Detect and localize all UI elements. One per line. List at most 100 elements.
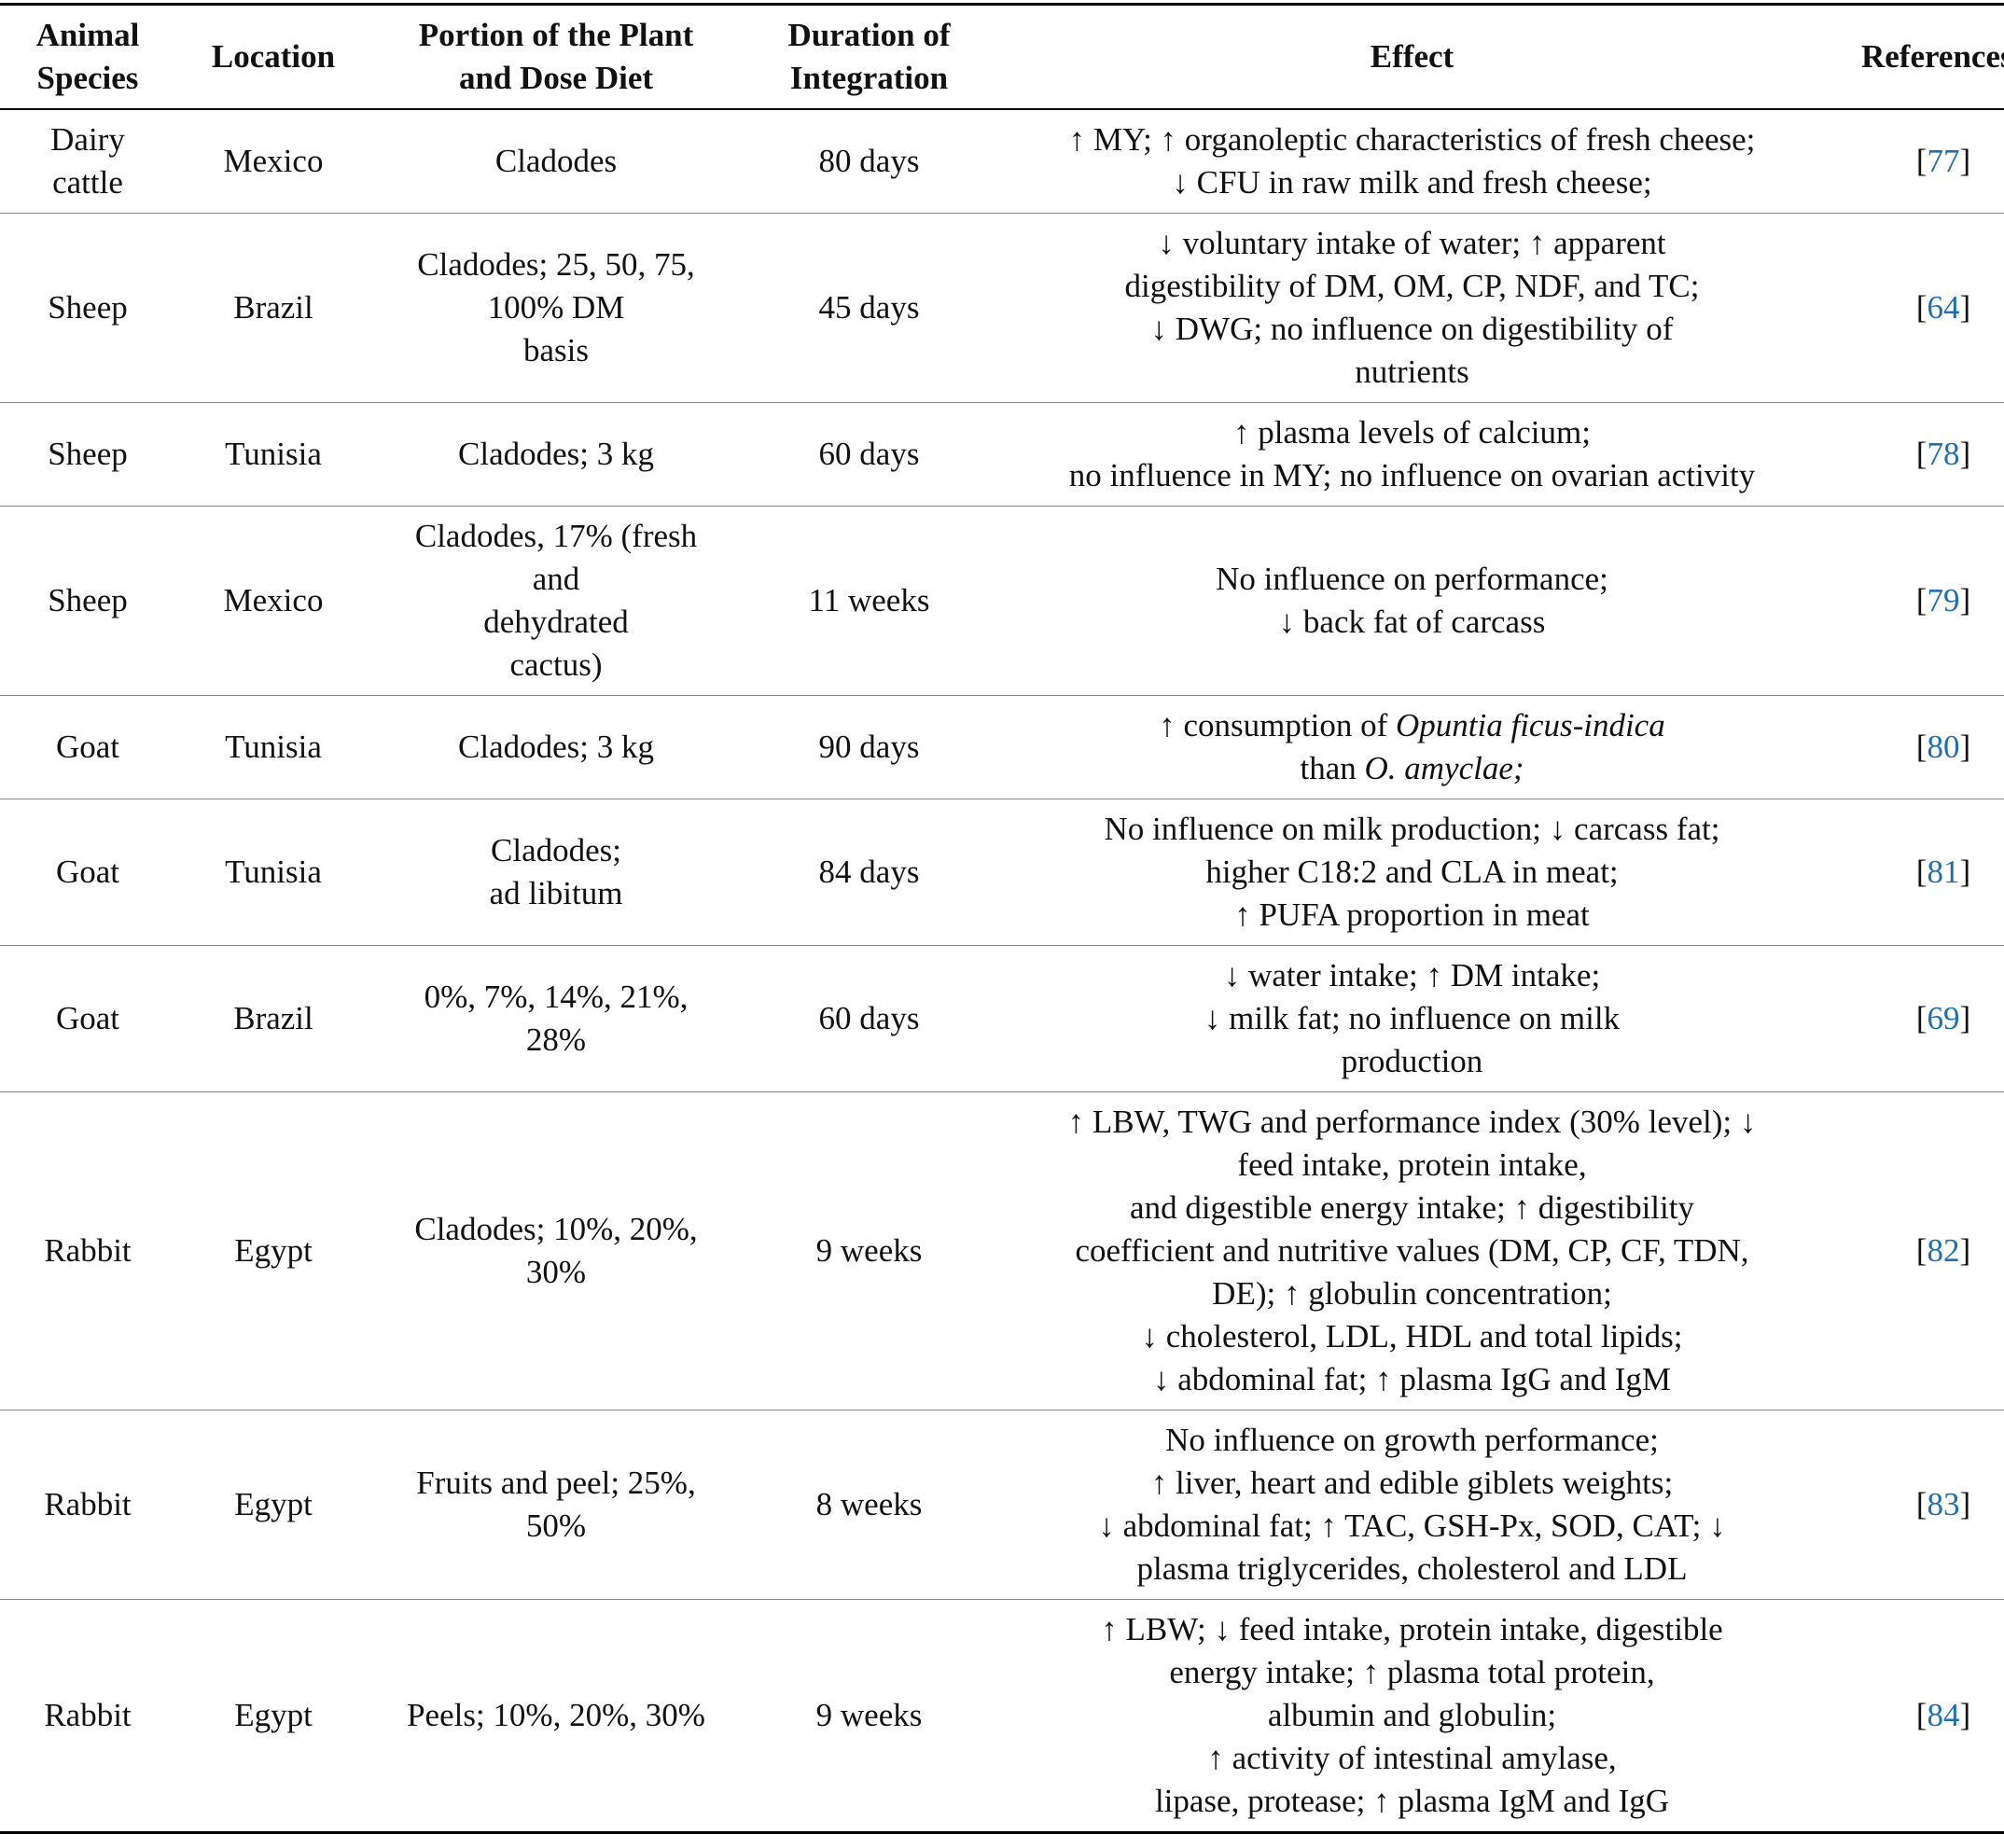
bracket: ] [1959, 143, 1971, 179]
cell-line: Duration of [787, 17, 951, 53]
cell-line: lipase, protease; ↑ plasma IgM and IgG [1154, 1783, 1670, 1819]
bracket: ] [1959, 289, 1971, 326]
location-cell: Brazil [175, 214, 371, 403]
cell-line: 90 days [818, 729, 920, 765]
cell-line: Goat [55, 1000, 120, 1036]
table-row: Rabbit Egypt Fruits and peel; 25%, 50% 8 wee… [0, 1410, 2004, 1600]
table-row: Goat Tunisia Cladodes; ad libitum 84 days No … [0, 799, 2004, 946]
portion-cell: Cladodes; 10%, 20%, 30% [371, 1092, 741, 1410]
cell-line: ↓ milk fat; no influence on milk [1204, 1000, 1621, 1036]
duration-cell: 45 days [741, 214, 997, 403]
effect-cell: ↑ consumption of Opuntia ficus-indica tha… [997, 696, 1827, 799]
cell-line: and digestible energy intake; ↑ digestib… [1130, 1189, 1694, 1226]
cell-line: feed intake, protein intake, [1237, 1146, 1587, 1183]
reference-link[interactable]: 80 [1927, 729, 1960, 765]
duration-cell: 60 days [741, 403, 997, 507]
portion-cell: Cladodes [371, 109, 741, 214]
bracket: ] [1959, 436, 1971, 472]
cell-line: no influence in MY; no influence on ovar… [1068, 457, 1756, 493]
location-cell: Egypt [175, 1092, 371, 1410]
cell-line: 45 days [818, 289, 920, 326]
cell-line: No influence on milk production; ↓ carca… [1104, 811, 1720, 847]
cell-line: Cladodes; 25, 50, 75, [417, 246, 695, 283]
cell-line: 8 weeks [815, 1486, 923, 1522]
reference-link[interactable]: 84 [1927, 1697, 1960, 1733]
cell-line: Cladodes; 3 kg [458, 729, 654, 765]
bracket: [ [1915, 582, 1927, 618]
cell-line: Rabbit [44, 1486, 132, 1522]
cell-line: Egypt [234, 1232, 313, 1269]
portion-cell: Cladodes; 3 kg [371, 696, 741, 799]
header-cell: Animal Species [0, 5, 175, 110]
effect-cell: ↑ LBW; ↓ feed intake, protein intake, di… [997, 1600, 1827, 1833]
duration-cell: 84 days [741, 799, 997, 946]
cell-line: 28% [525, 1021, 587, 1058]
table-row: Goat Tunisia Cladodes; 3 kg 90 days ↑ consum… [0, 696, 2004, 799]
cell-line: ↑ LBW, TWG and performance index (30% le… [1067, 1104, 1757, 1140]
cell-line: coefficient and nutritive values (DM, CP… [1075, 1232, 1749, 1269]
table-header: Animal Species Location Portion of the Plan… [0, 4, 2004, 110]
cell-line: 9 weeks [815, 1232, 923, 1269]
cell-line: ad libitum [489, 875, 623, 911]
reference-link[interactable]: 64 [1927, 289, 1960, 326]
cell-line: 30% [525, 1254, 587, 1290]
species-cell: Sheep [0, 507, 175, 696]
cell-line: nutrients [1355, 354, 1469, 390]
cell-line: ↑ LBW; ↓ feed intake, protein intake, di… [1101, 1611, 1723, 1647]
cell-line: Cladodes, 17% (fresh [414, 518, 698, 554]
bracket: ] [1959, 854, 1971, 890]
reference-link[interactable]: 83 [1927, 1486, 1960, 1522]
cell-line: Mexico [223, 582, 324, 618]
cell-line: Cladodes [494, 143, 618, 179]
cell-line: ↑ plasma levels of calcium; [1233, 414, 1591, 451]
reference-cell: [80] [1827, 696, 2004, 799]
cell-line: Tunisia [225, 729, 322, 765]
cell-line: 0%, 7%, 14%, 21%, [424, 979, 689, 1015]
reference-cell: [79] [1827, 507, 2004, 696]
cell-line: higher C18:2 and CLA in meat; [1205, 854, 1619, 890]
cell-line: 100% DM [487, 289, 625, 326]
portion-cell: Cladodes; ad libitum [371, 799, 741, 946]
portion-cell: Cladodes, 17% (fresh and dehydrated cactus) [371, 507, 741, 696]
reference-link[interactable]: 77 [1927, 143, 1960, 179]
cell-line: Brazil [233, 289, 313, 326]
cell-line: ↓ water intake; ↑ DM intake; [1223, 957, 1601, 993]
reference-cell: [78] [1827, 403, 2004, 507]
table-row: Sheep Tunisia Cladodes; 3 kg 60 days ↑ plasm… [0, 403, 2004, 507]
cell-line: Goat [55, 729, 120, 765]
cell-line: Integration [789, 60, 949, 96]
table-row: Rabbit Egypt Cladodes; 10%, 20%, 30% 9 weeks… [0, 1092, 2004, 1410]
cell-line: ↑ PUFA proportion in meat [1234, 896, 1590, 933]
effect-cell: ↑ MY; ↑ organoleptic characteristics of … [997, 109, 1827, 214]
cell-line: 9 weeks [815, 1697, 923, 1733]
location-cell: Tunisia [175, 799, 371, 946]
cell-line: than O. amyclae; [997, 747, 1827, 790]
reference-link[interactable]: 81 [1927, 854, 1960, 890]
reference-link[interactable]: 79 [1927, 582, 1960, 618]
cell-line: No influence on performance; [1216, 561, 1608, 597]
cell-line: Goat [55, 854, 120, 890]
cell-line: ↓ abdominal fat; ↑ plasma IgG and IgM [1152, 1361, 1671, 1397]
cell-line: 11 weeks [808, 582, 930, 618]
reference-link[interactable]: 82 [1927, 1232, 1960, 1269]
reference-cell: [83] [1827, 1410, 2004, 1600]
portion-cell: Cladodes; 25, 50, 75, 100% DM basis [371, 214, 741, 403]
portion-cell: Cladodes; 3 kg [371, 403, 741, 507]
species-cell: Goat [0, 946, 175, 1092]
cell-line: ↑ consumption of Opuntia ficus-indica [997, 704, 1827, 747]
cell-line: Rabbit [44, 1232, 132, 1269]
bracket: ] [1959, 582, 1971, 618]
bracket: ] [1959, 1697, 1971, 1733]
reference-link[interactable]: 69 [1927, 1000, 1960, 1036]
cell-line: ↑ liver, heart and edible giblets weight… [1150, 1465, 1674, 1501]
duration-cell: 90 days [741, 696, 997, 799]
reference-cell: [84] [1827, 1600, 2004, 1833]
reference-link[interactable]: 78 [1927, 436, 1960, 472]
cell-line: Species [36, 60, 139, 96]
location-cell: Mexico [175, 109, 371, 214]
species-cell: Sheep [0, 214, 175, 403]
duration-cell: 8 weeks [741, 1410, 997, 1600]
cell-line: basis [523, 332, 589, 368]
cell-line: ↑ MY; ↑ organoleptic characteristics of … [1068, 121, 1756, 158]
cell-line: dehydrated [483, 604, 629, 640]
